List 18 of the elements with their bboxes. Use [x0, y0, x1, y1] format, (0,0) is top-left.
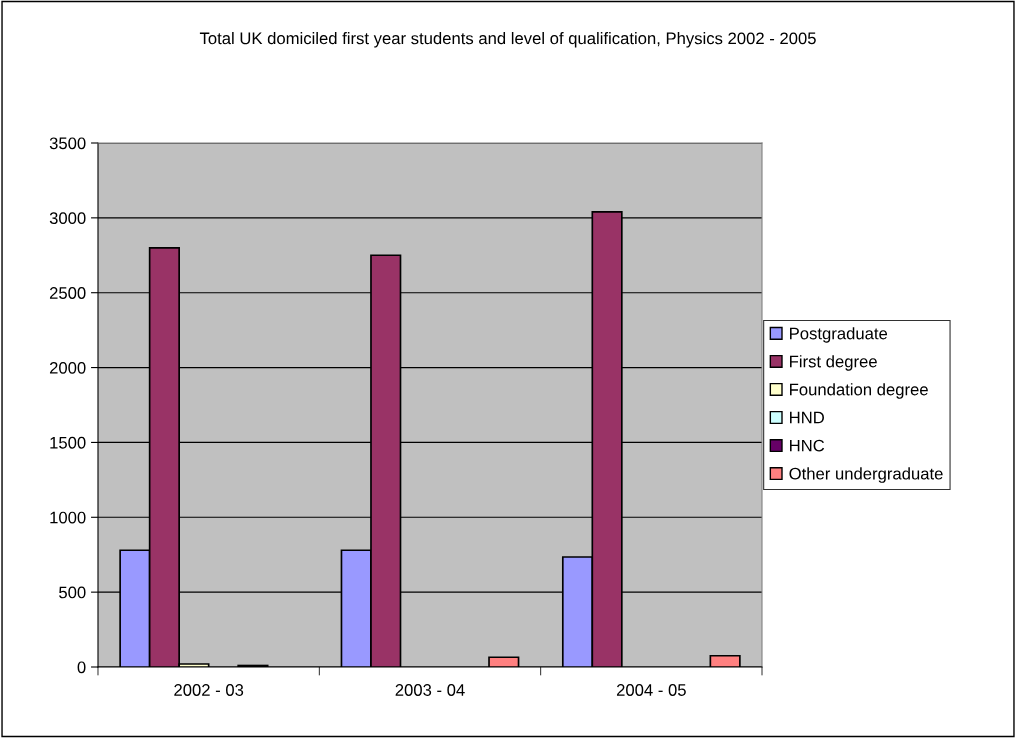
legend-label: Foundation degree	[790, 383, 928, 399]
y-tick-label: 3000	[49, 212, 86, 225]
legend-label: HND	[790, 411, 824, 424]
y-tick-label: 0	[77, 661, 86, 674]
y-tick-label: 1500	[50, 436, 86, 449]
legend-label: Other undergraduate	[789, 467, 943, 483]
x-tick-label: 2002 - 03	[174, 684, 244, 696]
y-tick-label: 2000	[49, 361, 86, 374]
y-tick-label: 3500	[49, 137, 86, 150]
legend-label: Postgraduate	[790, 327, 888, 343]
y-tick-label: 2500	[49, 287, 86, 299]
x-tick-label: 2003 - 04	[395, 684, 465, 696]
legend-label: First degree	[790, 355, 877, 371]
x-tick-label: 2004 - 05	[616, 684, 686, 696]
y-tick-label: 1000	[50, 511, 86, 524]
y-tick-label: 500	[59, 586, 86, 599]
legend-label: HNC	[790, 439, 825, 452]
chart-title: Total UK domiciled first year students and level of qualification, Physics 2002 - 2005	[199, 32, 816, 48]
